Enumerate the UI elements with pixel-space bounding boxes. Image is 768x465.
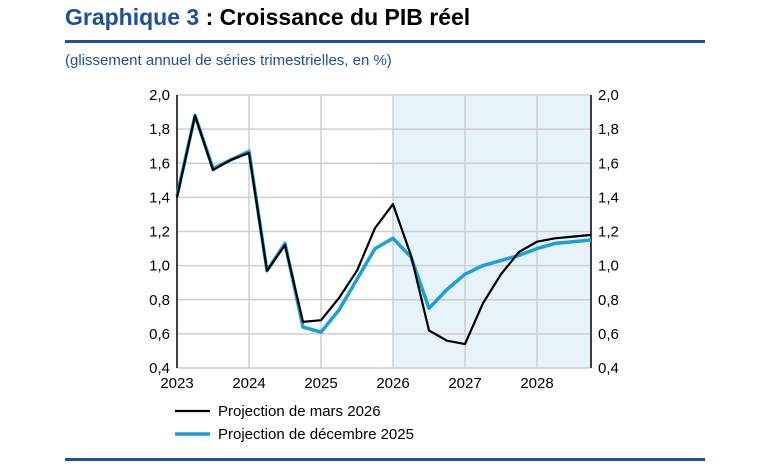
y-tick-label-left: 1,6 (149, 155, 170, 172)
x-tick-label: 2026 (376, 375, 409, 392)
y-tick-label-right: 1,8 (598, 121, 619, 138)
y-tick-label-right: 0,4 (598, 360, 619, 377)
y-tick-label-left: 0,8 (149, 292, 170, 309)
legend-label: Projection de décembre 2025 (218, 426, 414, 443)
y-tick-label-left: 1,2 (149, 224, 170, 241)
y-tick-label-left: 0,6 (149, 326, 170, 343)
x-tick-label: 2025 (304, 375, 337, 392)
y-tick-label-left: 0,4 (149, 360, 170, 377)
chart-title: Graphique 3 : Croissance du PIB réel (65, 4, 470, 31)
y-tick-label-right: 1,6 (598, 155, 619, 172)
y-tick-label-left: 1,4 (149, 189, 170, 206)
series-line-december-2025 (175, 113, 592, 334)
bottom-rule (65, 458, 705, 461)
y-tick-label-right: 1,4 (598, 189, 619, 206)
y-tick-label-right: 1,0 (598, 258, 619, 275)
y-tick-label-right: 0,6 (598, 326, 619, 343)
x-tick-label: 2024 (232, 375, 265, 392)
y-tick-label-right: 0,8 (598, 292, 619, 309)
y-tick-label-right: 2,0 (598, 87, 619, 104)
top-rule (65, 40, 705, 43)
x-tick-label: 2023 (160, 375, 193, 392)
y-tick-label-left: 1,0 (149, 258, 170, 275)
y-tick-label-left: 2,0 (149, 87, 170, 104)
title-number: Graphique 3 (65, 4, 200, 30)
legend-label: Projection de mars 2026 (218, 403, 381, 420)
series-line-march-2026 (175, 114, 592, 346)
x-tick-label: 2028 (520, 375, 553, 392)
title-text: : Croissance du PIB réel (199, 4, 471, 30)
y-tick-label-right: 1,2 (598, 224, 619, 241)
y-tick-label-left: 1,8 (149, 121, 170, 138)
chart-subtitle: (glissement annuel de séries trimestriel… (65, 52, 392, 69)
x-tick-label: 2027 (448, 375, 481, 392)
